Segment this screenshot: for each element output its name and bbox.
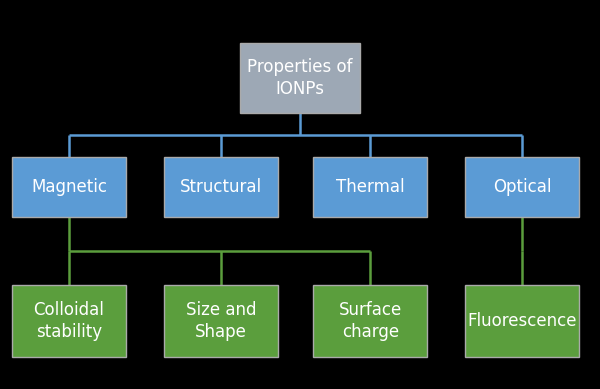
- FancyBboxPatch shape: [240, 43, 360, 113]
- Text: Size and
Shape: Size and Shape: [185, 301, 256, 341]
- FancyBboxPatch shape: [313, 156, 427, 217]
- Text: Thermal: Thermal: [336, 178, 404, 196]
- Text: Magnetic: Magnetic: [31, 178, 107, 196]
- FancyBboxPatch shape: [465, 285, 579, 357]
- FancyBboxPatch shape: [164, 285, 278, 357]
- Text: Properties of
IONPs: Properties of IONPs: [247, 58, 353, 98]
- FancyBboxPatch shape: [164, 156, 278, 217]
- Text: Colloidal
stability: Colloidal stability: [34, 301, 104, 341]
- Text: Structural: Structural: [180, 178, 262, 196]
- FancyBboxPatch shape: [465, 156, 579, 217]
- FancyBboxPatch shape: [12, 156, 126, 217]
- FancyBboxPatch shape: [12, 285, 126, 357]
- Text: Surface
charge: Surface charge: [338, 301, 402, 341]
- FancyBboxPatch shape: [313, 285, 427, 357]
- Text: Fluorescence: Fluorescence: [467, 312, 577, 330]
- Text: Optical: Optical: [493, 178, 551, 196]
